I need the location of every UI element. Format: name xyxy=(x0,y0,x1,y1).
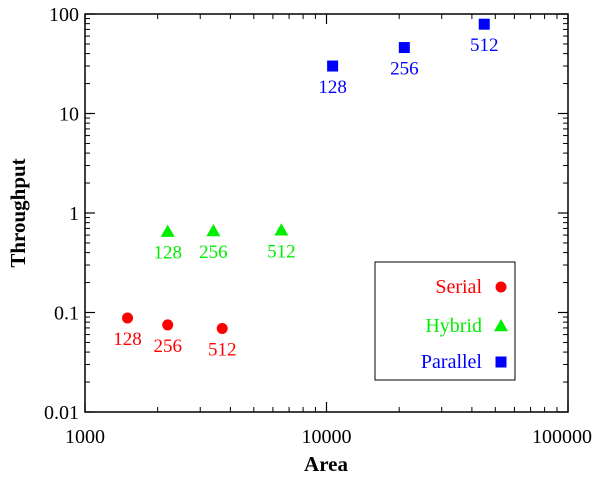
x-tick-label: 1000 xyxy=(65,426,105,448)
parallel-point-label: 512 xyxy=(470,35,499,56)
serial-point xyxy=(162,319,174,331)
serial-point-label: 128 xyxy=(113,329,142,350)
parallel-point xyxy=(327,60,339,72)
data-point-labels: 128 256 512 128 256 512 128 256 512 xyxy=(113,35,498,360)
hybrid-point-label: 128 xyxy=(153,243,182,264)
hybrid-point-label: 512 xyxy=(267,241,296,262)
y-tick-label: 100 xyxy=(49,4,79,26)
y-tick-label: 0.1 xyxy=(54,303,79,325)
parallel-point xyxy=(478,18,490,30)
hybrid-point xyxy=(274,223,289,236)
x-axis-title: Area xyxy=(304,452,348,476)
x-tick-label: 100000 xyxy=(532,426,592,448)
hybrid-point-label: 256 xyxy=(199,242,228,263)
data-points xyxy=(122,18,490,335)
x-tick-label: 10000 xyxy=(302,426,352,448)
hybrid-point xyxy=(160,224,175,237)
tick-labels: 1000 10000 100000 0.01 0.1 1 10 100 xyxy=(44,4,592,448)
serial-point xyxy=(216,323,228,335)
serial-point-label: 256 xyxy=(153,336,182,357)
parallel-point xyxy=(398,42,410,54)
axis-ticks xyxy=(84,13,569,413)
legend: Serial Hybrid Parallel xyxy=(374,261,516,381)
legend-label-serial: Serial xyxy=(435,276,482,298)
legend-label-parallel: Parallel xyxy=(421,351,483,373)
legend-marker-parallel xyxy=(495,356,507,368)
y-axis-title: Throughput xyxy=(6,158,30,267)
legend-marker-hybrid xyxy=(494,319,508,332)
hybrid-point xyxy=(206,223,221,237)
legend-label-hybrid: Hybrid xyxy=(425,315,482,337)
parallel-point-label: 128 xyxy=(318,77,347,98)
legend-box xyxy=(374,261,516,381)
serial-point-label: 512 xyxy=(208,340,237,361)
y-tick-label: 1 xyxy=(69,203,79,225)
parallel-point-label: 256 xyxy=(390,59,419,80)
y-tick-label: 10 xyxy=(59,104,79,126)
legend-marker-serial xyxy=(495,281,507,293)
y-tick-label: 0.01 xyxy=(44,402,79,424)
serial-point xyxy=(122,312,134,324)
